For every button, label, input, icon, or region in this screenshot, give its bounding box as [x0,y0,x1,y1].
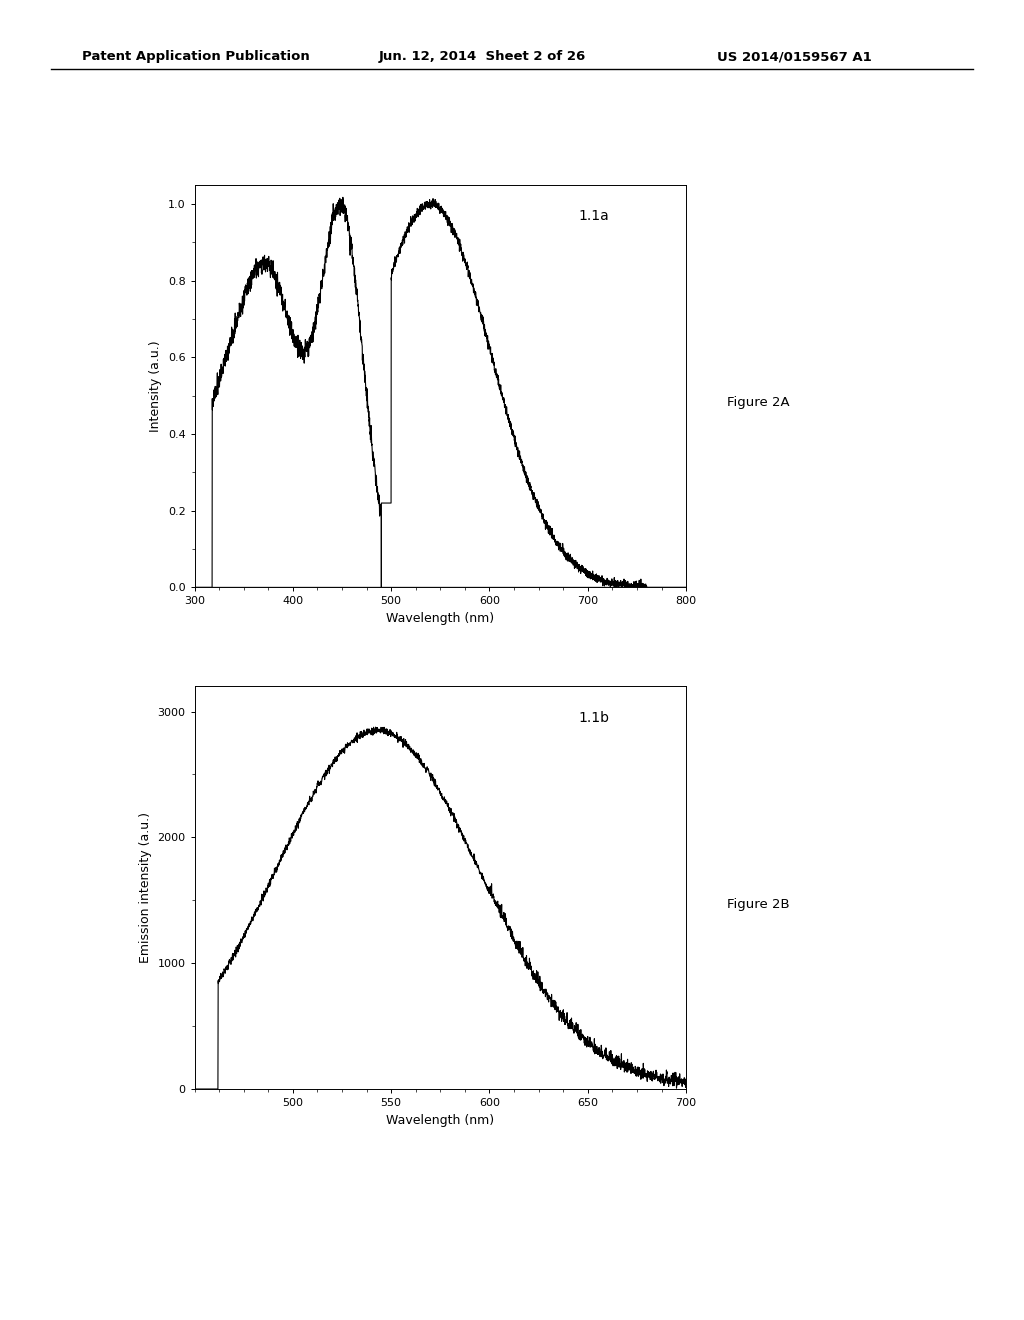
Text: US 2014/0159567 A1: US 2014/0159567 A1 [717,50,871,63]
X-axis label: Wavelength (nm): Wavelength (nm) [386,612,495,624]
Text: Jun. 12, 2014  Sheet 2 of 26: Jun. 12, 2014 Sheet 2 of 26 [379,50,586,63]
Y-axis label: Emission intensity (a.u.): Emission intensity (a.u.) [139,812,152,964]
Text: 1.1a: 1.1a [578,209,608,223]
Text: Figure 2B: Figure 2B [727,898,790,911]
Text: 1.1b: 1.1b [578,710,609,725]
X-axis label: Wavelength (nm): Wavelength (nm) [386,1114,495,1126]
Y-axis label: Intensity (a.u.): Intensity (a.u.) [150,341,162,432]
Text: Patent Application Publication: Patent Application Publication [82,50,309,63]
Text: Figure 2A: Figure 2A [727,396,790,409]
